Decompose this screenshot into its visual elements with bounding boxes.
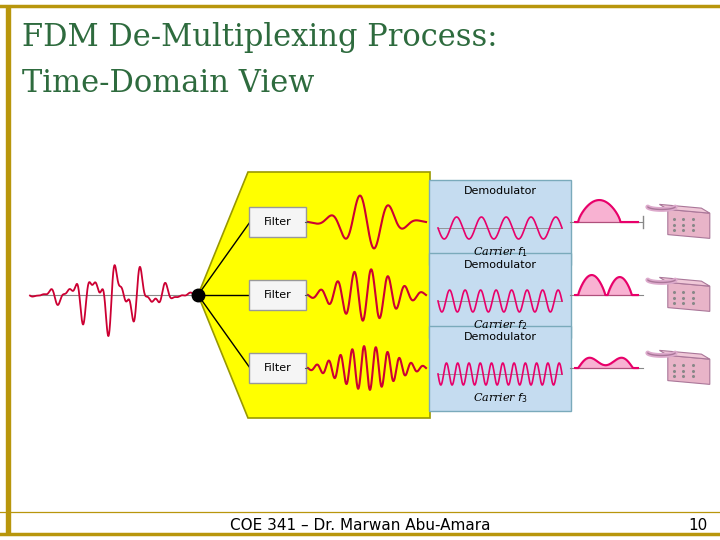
Polygon shape <box>198 172 430 418</box>
Polygon shape <box>660 204 710 213</box>
Text: Demodulator: Demodulator <box>464 186 536 197</box>
Text: Carrier $f_1$: Carrier $f_1$ <box>472 246 528 259</box>
Polygon shape <box>660 350 710 359</box>
Text: Carrier $f_2$: Carrier $f_2$ <box>472 319 528 333</box>
Text: Demodulator: Demodulator <box>464 260 536 269</box>
Text: Time-Domain View: Time-Domain View <box>22 68 315 99</box>
FancyBboxPatch shape <box>249 280 306 310</box>
Text: Filter: Filter <box>264 363 292 373</box>
Polygon shape <box>660 278 710 286</box>
Polygon shape <box>668 355 710 384</box>
Text: Filter: Filter <box>264 217 292 227</box>
Bar <box>6 6 10 534</box>
Polygon shape <box>668 282 710 312</box>
Text: FDM De-Multiplexing Process:: FDM De-Multiplexing Process: <box>22 22 498 53</box>
Text: 10: 10 <box>688 517 708 532</box>
FancyBboxPatch shape <box>429 326 571 410</box>
FancyBboxPatch shape <box>249 207 306 237</box>
FancyBboxPatch shape <box>429 179 571 265</box>
Text: Carrier $f_3$: Carrier $f_3$ <box>472 392 528 406</box>
FancyBboxPatch shape <box>429 253 571 338</box>
Text: Filter: Filter <box>264 290 292 300</box>
Text: Demodulator: Demodulator <box>464 333 536 342</box>
Polygon shape <box>668 210 710 238</box>
Text: COE 341 – Dr. Marwan Abu-Amara: COE 341 – Dr. Marwan Abu-Amara <box>230 517 490 532</box>
FancyBboxPatch shape <box>249 353 306 383</box>
